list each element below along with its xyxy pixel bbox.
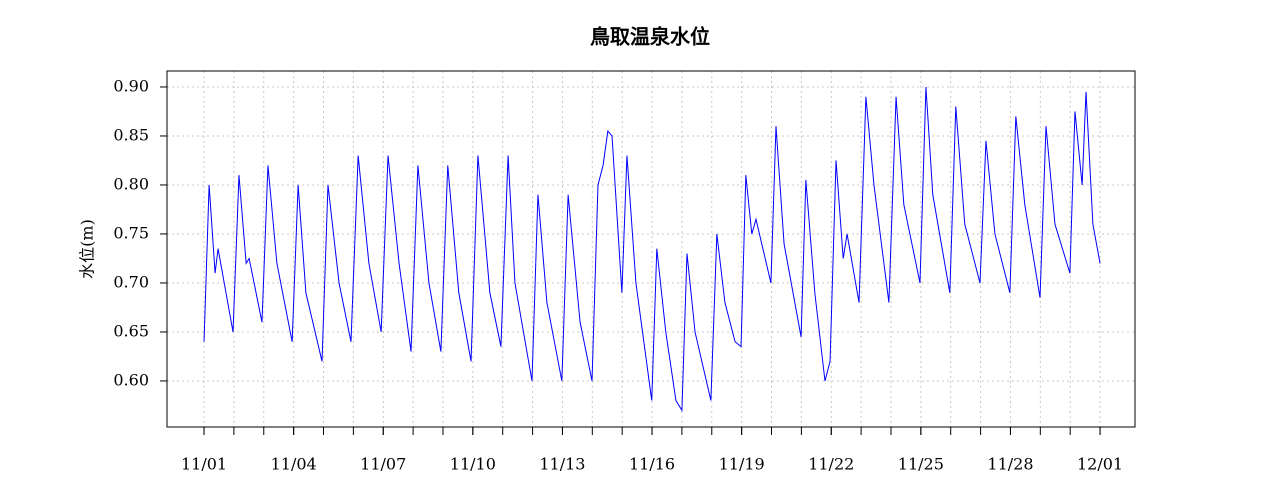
y-tick-label: 0.85	[113, 125, 149, 144]
x-tick-label: 11/16	[629, 455, 675, 474]
x-tick-label: 12/01	[1077, 455, 1123, 474]
y-axis-label: 水位(m)	[78, 219, 97, 279]
x-tick-label: 11/10	[450, 455, 496, 474]
y-tick-label: 0.80	[113, 174, 149, 193]
x-tick-label: 11/04	[271, 455, 317, 474]
x-tick-label: 11/28	[987, 455, 1033, 474]
y-tick-label: 0.75	[113, 223, 149, 242]
x-tick-label: 11/25	[898, 455, 944, 474]
x-tick-label: 11/07	[360, 455, 406, 474]
y-tick-label: 0.90	[113, 76, 149, 95]
x-tick-label: 11/01	[181, 455, 227, 474]
plot-frame	[166, 70, 1136, 428]
data-line	[203, 86, 1101, 413]
chart-title: 鳥取温泉水位	[590, 25, 710, 49]
y-tick-label: 0.70	[113, 272, 149, 291]
x-tick-label: 11/13	[539, 455, 585, 474]
y-tick-label: 0.65	[113, 321, 149, 340]
x-tick-label: 11/19	[719, 455, 765, 474]
y-tick-label: 0.60	[113, 370, 149, 389]
x-tick-label: 11/22	[808, 455, 854, 474]
